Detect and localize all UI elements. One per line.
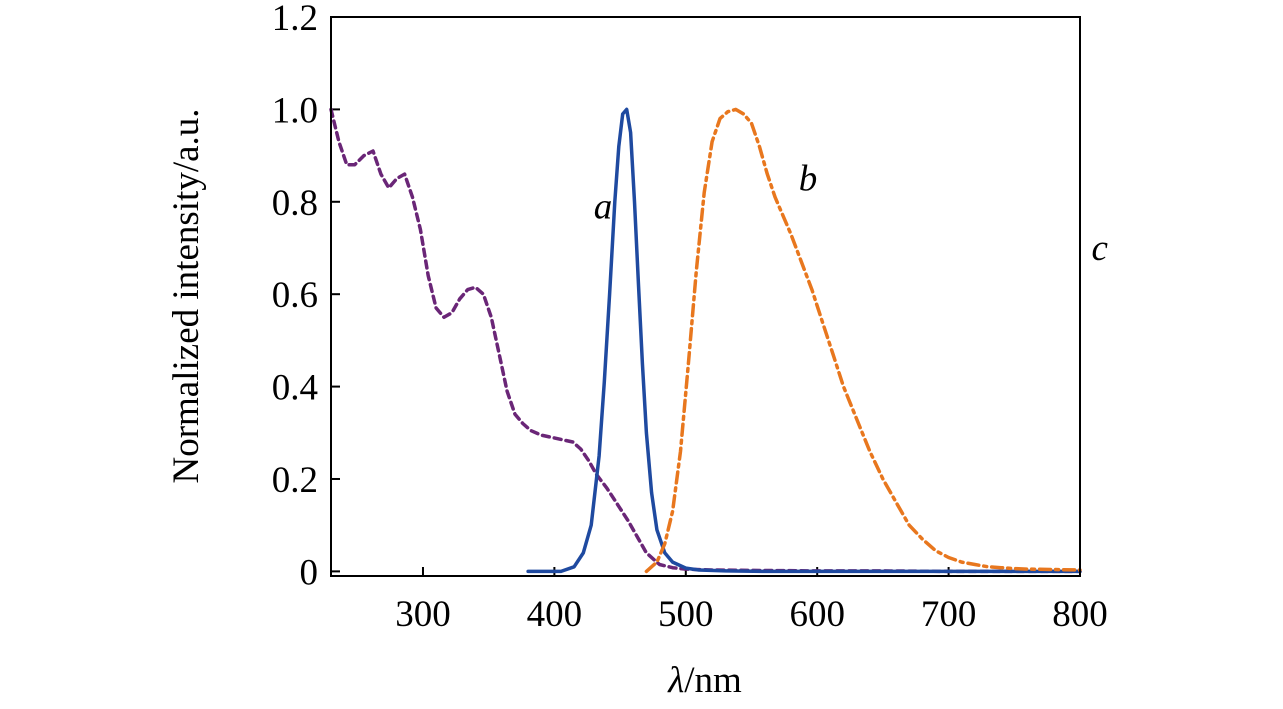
series-line-b: [526, 107, 1082, 574]
y-tick-label: 0.2: [272, 460, 318, 501]
x-axis-title: λ/nm: [667, 660, 742, 701]
y-tick-label: 1.0: [272, 90, 318, 131]
series-label-c: c: [1091, 228, 1108, 269]
series-lines: a b c: [329, 107, 1108, 574]
series-label-a: a: [594, 186, 613, 227]
y-tick-label: 1.2: [272, 0, 318, 39]
x-tick-label: 300: [395, 594, 451, 635]
y-tick-label: 0.6: [272, 275, 318, 316]
y-axis-title: Normalized intensity/a.u.: [166, 108, 207, 483]
series-line-c: [644, 107, 1082, 574]
y-tick-label: 0.8: [272, 183, 318, 224]
x-axis-title-unit: /nm: [684, 660, 742, 701]
x-tick-label: 700: [921, 594, 977, 635]
y-axis-ticks: 0 0.2 0.4 0.6 0.8 1.0 1.2: [272, 0, 340, 593]
x-tick-label: 600: [789, 594, 845, 635]
series-label-b: b: [799, 159, 818, 200]
x-axis-ticks: 300 400 500 600 700 800: [395, 567, 1108, 635]
x-tick-label: 500: [658, 594, 714, 635]
x-tick-label: 800: [1052, 594, 1108, 635]
x-axis-title-symbol: λ: [667, 660, 684, 701]
y-tick-label: 0: [300, 552, 319, 593]
x-tick-label: 400: [527, 594, 583, 635]
series-line-a: [329, 107, 1082, 574]
plot-frame: [330, 16, 1081, 577]
y-tick-label: 0.4: [272, 368, 318, 409]
